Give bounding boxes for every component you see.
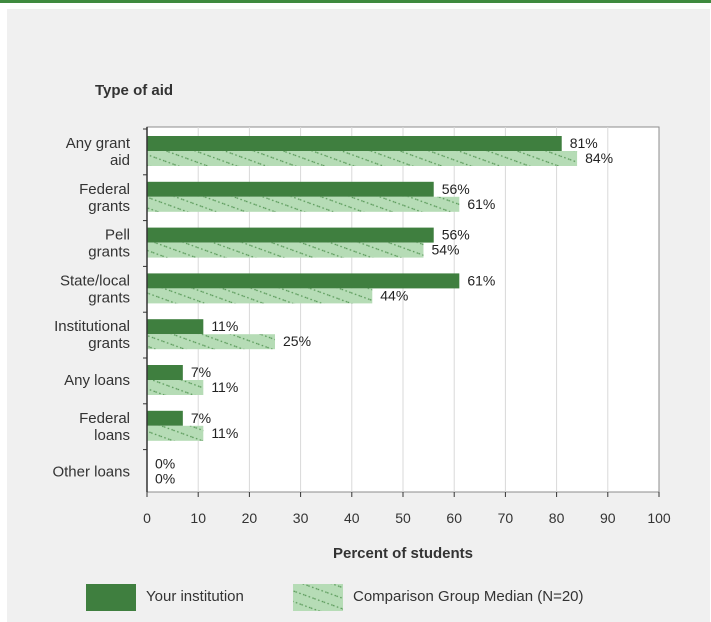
value-label-your-institution: 56% (442, 227, 470, 243)
category-label: Pell (105, 227, 130, 244)
category-label: Other loans (52, 464, 130, 481)
legend-swatch-comparison-group (293, 584, 343, 611)
x-tick-label-30: 30 (293, 510, 309, 526)
x-tick-label-10: 10 (190, 510, 206, 526)
x-tick-label-0: 0 (143, 510, 151, 526)
category-label: Federal (79, 181, 130, 198)
x-tick-label-70: 70 (498, 510, 514, 526)
value-label-your-institution: 0% (155, 456, 175, 472)
category-label: loans (94, 427, 130, 444)
x-tick-label-60: 60 (446, 510, 462, 526)
category-label: Any grant (66, 135, 131, 152)
value-label-comparison-group: 61% (467, 196, 495, 212)
value-label-your-institution: 7% (191, 410, 211, 426)
x-tick-label-80: 80 (549, 510, 565, 526)
value-labels: 81%84%56%61%56%54%61%44%11%25%7%11%7%11%… (155, 135, 613, 487)
category-label: State/local (60, 272, 130, 289)
value-label-comparison-group: 44% (380, 287, 408, 303)
bar-your-institution (147, 365, 183, 380)
value-label-comparison-group: 0% (155, 471, 175, 487)
category-label: grants (88, 335, 130, 352)
bar-your-institution (147, 273, 460, 289)
x-axis-title: Percent of students (333, 545, 473, 562)
bars (147, 136, 578, 441)
category-label: grants (88, 244, 130, 261)
category-label: Federal (79, 410, 130, 427)
bar-comparison-group (147, 380, 204, 395)
value-label-your-institution: 61% (467, 272, 495, 288)
value-label-comparison-group: 11% (211, 379, 238, 395)
category-label: Institutional (54, 318, 130, 335)
value-label-comparison-group: 54% (431, 242, 459, 258)
value-label-your-institution: 11% (211, 318, 238, 334)
x-axis-ticks: 0 10 20 30 40 50 60 70 80 90 100 (143, 128, 671, 526)
x-tick-label-90: 90 (600, 510, 616, 526)
category-label: aid (110, 152, 130, 169)
category-labels: Any grantaidFederalgrantsPellgrantsState… (52, 135, 130, 481)
bar-comparison-group (147, 288, 373, 304)
category-label: grants (88, 198, 130, 215)
legend: Your institution Comparison Group Median… (86, 584, 584, 611)
x-tick-label-40: 40 (344, 510, 360, 526)
value-label-comparison-group: 84% (585, 150, 613, 166)
bar-your-institution (147, 227, 434, 243)
value-label-your-institution: 56% (442, 181, 470, 197)
legend-label-your-institution: Your institution (146, 588, 244, 605)
value-label-comparison-group: 11% (211, 425, 238, 441)
bar-your-institution (147, 410, 183, 426)
bar-comparison-group (147, 151, 578, 166)
x-tick-label-100: 100 (647, 510, 671, 526)
category-label: grants (88, 289, 130, 306)
bar-comparison-group (147, 196, 460, 212)
bar-your-institution (147, 319, 204, 335)
legend-label-comparison-group: Comparison Group Median (N=20) (353, 588, 584, 605)
bar-comparison-group (147, 242, 424, 258)
value-label-comparison-group: 25% (283, 333, 311, 349)
x-tick-label-50: 50 (395, 510, 411, 526)
top-divider (0, 0, 711, 3)
bar-your-institution (147, 136, 562, 151)
category-label: Any loans (64, 372, 130, 389)
value-label-your-institution: 81% (570, 135, 598, 151)
legend-swatch-your-institution (86, 584, 136, 611)
x-tick-label-20: 20 (242, 510, 258, 526)
bar-comparison-group (147, 334, 275, 350)
chart-title: Type of aid (95, 82, 173, 99)
value-label-your-institution: 7% (191, 364, 211, 380)
bar-your-institution (147, 181, 434, 197)
bar-comparison-group (147, 425, 204, 441)
